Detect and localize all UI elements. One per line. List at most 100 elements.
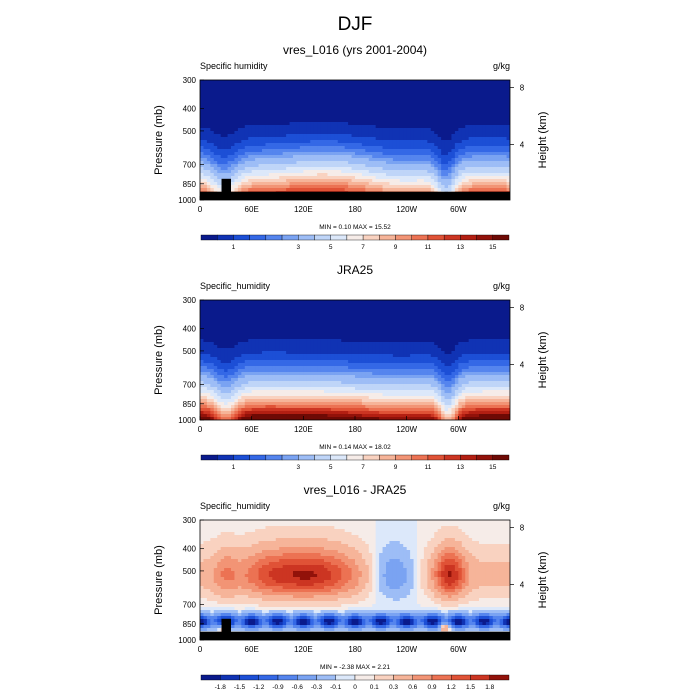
heatmap-cell <box>206 101 211 105</box>
heatmap-cell <box>492 92 497 96</box>
heatmap-cell <box>389 140 394 144</box>
heatmap-cell <box>472 95 477 99</box>
heatmap-cell <box>417 128 422 132</box>
heatmap-cell <box>499 155 504 159</box>
heatmap-cell <box>386 303 391 307</box>
heatmap-cell <box>468 170 473 174</box>
heatmap-cell <box>330 327 335 331</box>
heatmap-cell <box>303 122 308 126</box>
heatmap-cell <box>248 303 253 307</box>
heatmap-cell <box>430 143 435 147</box>
heatmap-cell <box>248 89 253 93</box>
heatmap-cell <box>358 324 363 328</box>
heatmap-cell <box>458 318 463 322</box>
heatmap-cell <box>241 179 246 183</box>
heatmap-cell <box>265 122 270 126</box>
heatmap-cell <box>306 324 311 328</box>
heatmap-cell <box>320 98 325 102</box>
heatmap-cell <box>485 318 490 322</box>
heatmap-cell <box>313 125 318 129</box>
heatmap-cell <box>310 116 315 120</box>
heatmap-cell <box>241 167 246 171</box>
heatmap-cell <box>244 104 249 108</box>
heatmap-cell <box>492 330 497 334</box>
heatmap-cell <box>427 134 432 138</box>
heatmap-cell <box>220 339 225 343</box>
heatmap-cell <box>231 101 236 105</box>
heatmap-cell <box>262 179 267 183</box>
heatmap-cell <box>365 89 370 93</box>
heatmap-cell <box>403 182 408 186</box>
heatmap-cell <box>492 306 497 310</box>
heatmap-cell <box>461 158 466 162</box>
heatmap-cell <box>458 300 463 304</box>
heatmap-cell <box>475 158 480 162</box>
heatmap-cell <box>351 179 356 183</box>
heatmap-cell <box>265 327 270 331</box>
heatmap-cell <box>258 113 263 117</box>
heatmap-cell <box>448 318 453 322</box>
heatmap-cell <box>475 155 480 159</box>
heatmap-cell <box>403 324 408 328</box>
heatmap-cell <box>355 89 360 93</box>
heatmap-cell <box>268 342 273 346</box>
heatmap-cell <box>423 86 428 90</box>
heatmap-cell <box>234 146 239 150</box>
heatmap-cell <box>417 309 422 313</box>
heatmap-cell <box>396 131 401 135</box>
heatmap-cell <box>320 110 325 114</box>
heatmap-cell <box>458 158 463 162</box>
heatmap-cell <box>492 185 497 189</box>
heatmap-cell <box>303 303 308 307</box>
heatmap-cell <box>399 179 404 183</box>
heatmap-cell <box>213 95 218 99</box>
heatmap-cell <box>220 161 225 165</box>
heatmap-cell <box>361 324 366 328</box>
heatmap-cell <box>458 131 463 135</box>
heatmap-cell <box>489 137 494 141</box>
heatmap-cell <box>224 95 229 99</box>
heatmap-cell <box>320 152 325 156</box>
heatmap-cell <box>434 146 439 150</box>
heatmap-cell <box>430 327 435 331</box>
heatmap-cell <box>379 324 384 328</box>
heatmap-cell <box>441 321 446 325</box>
heatmap-cell <box>448 155 453 159</box>
heatmap-cell <box>437 101 442 105</box>
heatmap-cell <box>330 125 335 129</box>
heatmap-cell <box>279 309 284 313</box>
heatmap-cell <box>279 312 284 316</box>
heatmap-cell <box>361 173 366 177</box>
heatmap-cell <box>262 161 267 165</box>
heatmap-cell <box>317 342 322 346</box>
heatmap-cell <box>496 164 501 168</box>
heatmap-cell <box>286 152 291 156</box>
heatmap-cell <box>327 176 332 180</box>
heatmap-cell <box>355 98 360 102</box>
heatmap-cell <box>413 92 418 96</box>
heatmap-cell <box>330 149 335 153</box>
heatmap-cell <box>310 330 315 334</box>
heatmap-cell <box>492 146 497 150</box>
heatmap-cell <box>482 134 487 138</box>
heatmap-cell <box>275 309 280 313</box>
heatmap-cell <box>458 125 463 129</box>
heatmap-cell <box>458 182 463 186</box>
heatmap-cell <box>248 149 253 153</box>
panels: vres_L016 (yrs 2001-2004)Specific humidi… <box>153 43 549 691</box>
heatmap-cell <box>437 306 442 310</box>
heatmap-cell <box>251 125 256 129</box>
heatmap-cell <box>279 110 284 114</box>
heatmap-cell <box>255 116 260 120</box>
heatmap-cell <box>306 182 311 186</box>
x-tick-label: 60E <box>245 205 259 214</box>
heatmap-cell <box>317 321 322 325</box>
heatmap-cell <box>399 113 404 117</box>
heatmap-cell <box>251 155 256 159</box>
heatmap-cell <box>224 113 229 117</box>
heatmap-cell <box>248 143 253 147</box>
heatmap-cell <box>258 152 263 156</box>
heatmap-cell <box>282 173 287 177</box>
heatmap-cell <box>372 89 377 93</box>
heatmap-cell <box>210 140 215 144</box>
